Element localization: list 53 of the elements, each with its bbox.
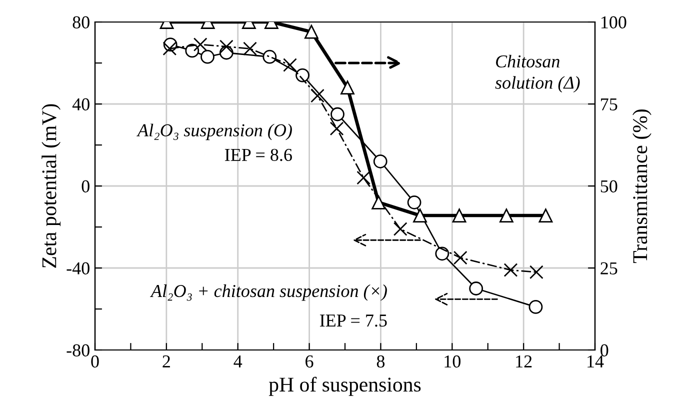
y-tick-label: 40 — [72, 98, 90, 110]
point — [296, 68, 310, 82]
y-axis-title: Zeta potential (mV) — [42, 104, 61, 268]
point — [529, 265, 544, 280]
point — [193, 38, 208, 52]
point — [453, 250, 468, 265]
point — [452, 208, 466, 222]
point — [435, 246, 450, 261]
point — [469, 282, 484, 296]
point — [499, 208, 514, 222]
y2-tick-label: 0 — [600, 344, 608, 356]
point — [330, 107, 344, 122]
x-tick-label: 10 — [444, 355, 460, 368]
point — [413, 208, 427, 222]
x-tick-label: 2 — [162, 355, 170, 368]
annotation: Al₂O₃ suspension (O) — [136, 124, 292, 140]
annotation: Al₂O₃ + chitosan suspension (×) — [150, 284, 387, 301]
point — [283, 58, 297, 72]
x-tick-label: 8 — [376, 355, 385, 368]
y-tick-label: 0 — [82, 180, 90, 192]
x-tick-label: 0 — [91, 355, 99, 368]
point — [528, 300, 543, 314]
point — [373, 154, 388, 168]
annotation: Chitosan — [496, 54, 560, 68]
annotation: IEP = 8.6 — [224, 148, 292, 162]
y2-tick-label: 25 — [600, 262, 618, 274]
point — [162, 42, 177, 56]
point — [243, 42, 257, 56]
y2-tick-label: 100 — [601, 16, 626, 28]
point — [393, 222, 408, 236]
point — [200, 50, 214, 64]
x-tick-label: 12 — [516, 355, 532, 368]
y2-tick-label: 50 — [600, 180, 618, 192]
x-tick-label: 6 — [306, 355, 314, 368]
point — [356, 170, 371, 185]
y-tick-label: 80 — [72, 16, 90, 28]
point — [504, 263, 518, 277]
annotation: solution (Δ) — [495, 76, 580, 93]
point — [310, 88, 324, 103]
point — [262, 50, 277, 64]
point — [330, 122, 344, 136]
x-tick-label: 4 — [234, 356, 242, 368]
x-tick-label: 14 — [588, 355, 604, 368]
y-tick-label: -80 — [66, 344, 90, 356]
point — [538, 208, 553, 222]
y-tick-label: -40 — [66, 262, 90, 274]
point — [219, 40, 234, 54]
x-axis-title: pH of suspensions — [268, 376, 421, 396]
point — [372, 195, 386, 210]
annotation: IEP = 7.5 — [320, 314, 387, 327]
y2-axis-title: Transmittance (%) — [632, 109, 652, 264]
point — [407, 195, 422, 210]
y2-tick-label: 75 — [601, 98, 618, 110]
